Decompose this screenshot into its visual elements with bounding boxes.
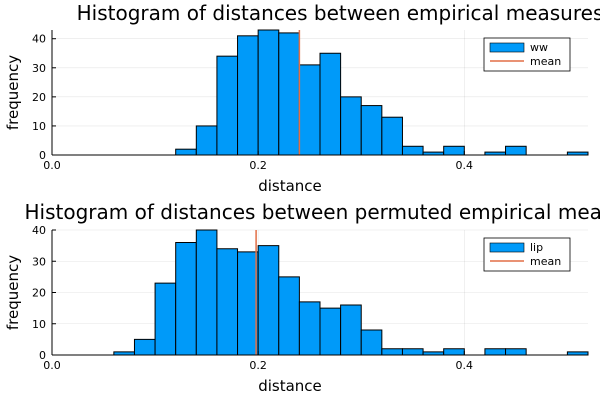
legend-label: lip — [530, 241, 543, 254]
histogram-bar — [505, 145, 527, 156]
x-tick-label: 0.2 — [249, 159, 267, 172]
histogram-bar — [175, 242, 197, 356]
histogram-bar — [340, 96, 362, 156]
histogram-bar — [175, 148, 197, 156]
y-tick-label: 20 — [32, 91, 46, 104]
histogram-bar — [195, 229, 218, 356]
histogram-bar — [257, 29, 280, 156]
histogram-bar — [401, 145, 424, 156]
histogram-bar — [340, 304, 362, 356]
histogram-bar — [237, 251, 259, 356]
y-tick-label: 0 — [39, 149, 46, 162]
histogram-bar — [278, 276, 300, 356]
legend-swatch-bar — [489, 242, 525, 253]
y-axis-label: frequency — [4, 255, 22, 330]
histogram-bar — [443, 145, 465, 156]
legend-label: mean — [530, 255, 561, 268]
histogram-bar — [195, 125, 218, 156]
legend-label: mean — [530, 55, 561, 68]
x-tick-label: 0.4 — [456, 359, 474, 372]
y-tick-label: 30 — [32, 62, 46, 75]
histogram-bar — [154, 282, 177, 356]
histogram-bar — [319, 52, 342, 156]
y-tick-label: 40 — [32, 224, 46, 237]
chart-panel-2: Histogram of distances between permuted … — [4, 200, 600, 395]
histogram-bar — [401, 348, 424, 356]
y-tick-label: 40 — [32, 33, 46, 46]
histogram-bar — [360, 329, 383, 356]
y-tick-label: 20 — [32, 287, 46, 300]
x-axis-label: distance — [258, 177, 322, 195]
histogram-bar — [298, 64, 321, 156]
histogram-bar — [298, 301, 321, 356]
y-tick-label: 10 — [32, 120, 46, 133]
histogram-bar — [443, 348, 465, 356]
histogram-bar — [216, 248, 239, 356]
histogram-bar — [381, 116, 403, 156]
histogram-bar — [257, 245, 280, 356]
histogram-bar — [319, 307, 342, 356]
histogram-bar — [505, 348, 527, 356]
histogram-bar — [237, 35, 259, 156]
y-tick-label: 10 — [32, 318, 46, 331]
x-axis-label: distance — [258, 377, 322, 395]
chart-title: Histogram of distances between empirical… — [77, 1, 600, 25]
chart-title: Histogram of distances between permuted … — [25, 200, 600, 224]
histogram-bar — [133, 338, 156, 356]
histogram-bar — [360, 105, 383, 156]
chart-panel-1: Histogram of distances between empirical… — [4, 1, 600, 195]
histogram-bar — [381, 348, 403, 356]
x-tick-label: 0.2 — [249, 359, 267, 372]
x-tick-label: 0.4 — [456, 159, 474, 172]
y-axis-label: frequency — [4, 55, 22, 130]
histogram-bar — [216, 55, 239, 156]
y-tick-label: 0 — [39, 349, 46, 362]
x-tick-label: 0.0 — [43, 359, 61, 372]
histogram-bar — [484, 348, 507, 356]
legend-swatch-bar — [489, 42, 525, 53]
y-tick-label: 30 — [32, 255, 46, 268]
x-tick-label: 0.0 — [43, 159, 61, 172]
histogram-bar — [278, 32, 300, 156]
legend-label: ww — [530, 41, 548, 54]
